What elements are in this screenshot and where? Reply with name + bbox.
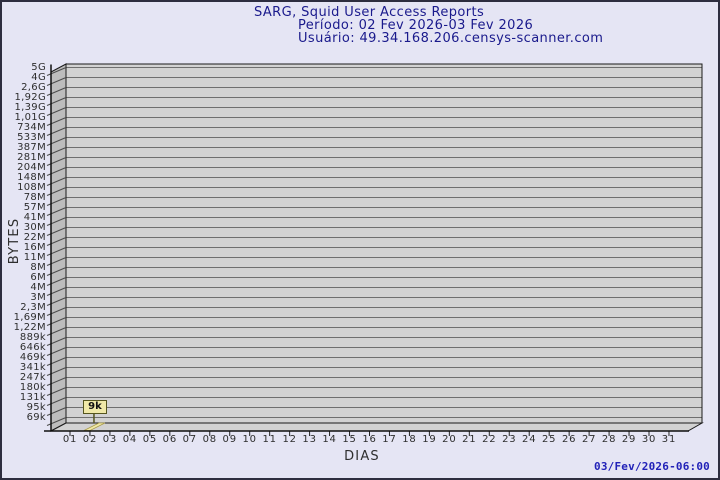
x-tick-label: 08: [202, 434, 217, 445]
x-tick-label: 22: [482, 434, 497, 445]
y-tick-label: 30M: [23, 222, 46, 233]
grid-and-ticks: [46, 67, 702, 436]
y-tick-label: 1,39G: [14, 102, 46, 113]
y-tick-label: 131k: [19, 392, 46, 403]
chart-user: Usuário: 49.34.168.206.censys-scanner.co…: [298, 31, 604, 46]
y-tick-label: 646k: [19, 342, 46, 353]
x-tick-label: 01: [62, 434, 78, 445]
x-tick-label: 09: [222, 434, 237, 445]
x-tick-label: 26: [561, 434, 577, 445]
x-tick-label: 06: [162, 434, 177, 445]
x-axis-title: DIAS: [344, 449, 380, 464]
y-tick-label: 469k: [19, 352, 46, 363]
data-point-value-flag: 9k: [82, 400, 107, 414]
y-tick-label: 734M: [17, 122, 46, 133]
y-tick-label: 57M: [23, 202, 46, 213]
x-tick-label: 30: [641, 434, 657, 445]
chart-period: Período: 02 Fev 2026-03 Fev 2026: [298, 18, 534, 33]
x-tick-label: 17: [382, 434, 397, 445]
y-tick-label: 247k: [19, 372, 46, 383]
y-tick-label: 6M: [30, 272, 46, 283]
x-tick-label: 19: [422, 434, 437, 445]
y-tick-label: 4M: [30, 282, 46, 293]
x-tick-label: 15: [342, 434, 357, 445]
y-tick-label: 281M: [17, 152, 46, 163]
x-tick-label: 29: [621, 434, 637, 445]
x-tick-label: 02: [82, 434, 98, 445]
y-tick-label: 95k: [26, 402, 46, 413]
y-tick-label: 11M: [23, 252, 46, 263]
y-tick-label: 1,22M: [13, 322, 46, 333]
y-tick-label: 78M: [23, 192, 46, 203]
y-tick-label: 148M: [17, 172, 46, 183]
x-tick-label: 18: [402, 434, 417, 445]
x-tick-label: 12: [282, 434, 297, 445]
axis-lines: [44, 64, 689, 432]
x-tick-label: 07: [182, 434, 197, 445]
y-tick-label: 533M: [17, 132, 46, 143]
x-tick-label: 16: [362, 434, 377, 445]
y-tick-label: 108M: [17, 182, 46, 193]
y-tick-label: 1,69M: [13, 312, 46, 323]
y-tick-label: 16M: [23, 242, 46, 253]
y-tick-label: 1,01G: [14, 112, 46, 123]
x-tick-label: 04: [122, 434, 138, 445]
x-tick-label: 05: [142, 434, 158, 445]
x-tick-label: 13: [302, 434, 317, 445]
chart-title: SARG, Squid User Access Reports: [254, 5, 485, 20]
y-tick-label: 4G: [31, 72, 46, 83]
x-tick-label: 14: [322, 434, 337, 445]
floor-3d: [50, 422, 704, 432]
y-tick-label: 1,92G: [14, 92, 46, 103]
x-tick-label: 23: [502, 434, 517, 445]
x-tick-label: 11: [262, 434, 277, 445]
y-tick-label: 69k: [26, 412, 46, 423]
x-tick-label: 31: [661, 434, 677, 445]
y-tick-label: 180k: [19, 382, 46, 393]
y-tick-label: 22M: [23, 232, 46, 243]
y-tick-label: 341k: [19, 362, 46, 373]
y-tick-label: 41M: [23, 212, 46, 223]
y-tick-label: 204M: [17, 162, 46, 173]
x-tick-label: 28: [601, 434, 617, 445]
x-tick-label: 24: [522, 434, 537, 445]
y-tick-label: 8M: [30, 262, 46, 273]
x-tick-label: 20: [442, 434, 457, 445]
x-tick-label: 25: [542, 434, 557, 445]
x-tick-label: 10: [242, 434, 257, 445]
y-tick-label: 2,3M: [20, 302, 46, 313]
y-tick-label: 5G: [31, 62, 46, 73]
y-tick-label: 387M: [17, 142, 46, 153]
generated-timestamp: 03/Fev/2026-06:00: [594, 460, 710, 473]
x-tick-label: 27: [581, 434, 597, 445]
left-wall-3d: [50, 63, 67, 432]
x-tick-label: 03: [102, 434, 118, 445]
plot-area: [65, 63, 703, 424]
y-tick-label: 889k: [19, 332, 46, 343]
y-tick-label: 2,6G: [21, 82, 46, 93]
y-tick-label: 3M: [30, 292, 46, 303]
x-tick-label: 21: [462, 434, 477, 445]
